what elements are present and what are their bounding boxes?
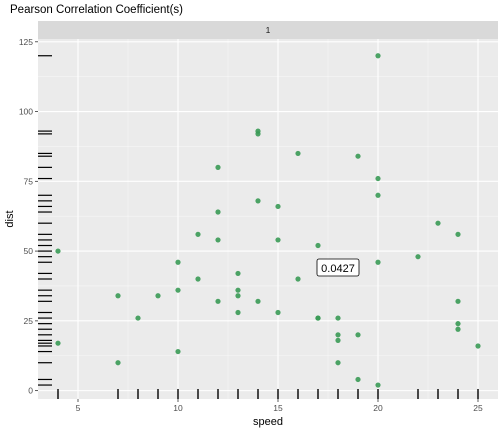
data-point [455,321,460,326]
data-point [55,248,60,253]
data-point [315,315,320,320]
data-point [295,276,300,281]
data-point [275,204,280,209]
data-point [115,293,120,298]
data-point [335,332,340,337]
y-tick-label: 125 [19,37,33,47]
x-tick-label: 15 [273,403,283,413]
data-point [175,260,180,265]
annotation-label: 0.0427 [321,263,355,275]
data-point [255,198,260,203]
data-point [375,260,380,265]
data-point [195,232,200,237]
data-point [355,154,360,159]
data-point [355,377,360,382]
y-axis-title: dist [4,210,16,227]
data-point [235,271,240,276]
x-tick-label: 20 [373,403,383,413]
data-point [175,288,180,293]
data-point [375,382,380,387]
data-point [235,293,240,298]
data-point [155,293,160,298]
data-point [335,338,340,343]
y-tick-label: 50 [24,246,34,256]
data-point [415,254,420,259]
plot-panel [38,39,498,399]
data-point [295,151,300,156]
data-point [455,327,460,332]
data-point [435,221,440,226]
data-point [175,349,180,354]
data-point [455,232,460,237]
data-point [475,343,480,348]
data-point [275,310,280,315]
data-point [375,53,380,58]
data-point [135,315,140,320]
data-point [335,315,340,320]
data-point [335,360,340,365]
data-point [275,237,280,242]
y-tick-label: 100 [19,107,33,117]
data-point [215,165,220,170]
data-point [375,193,380,198]
data-point [55,341,60,346]
x-tick-label: 10 [173,403,183,413]
data-point [235,288,240,293]
data-point [255,131,260,136]
correlation-annotation: 0.0427 [317,259,359,276]
data-point [255,299,260,304]
y-tick-label: 0 [28,386,33,396]
data-point [235,310,240,315]
data-point [215,209,220,214]
data-point [355,332,360,337]
data-point [195,276,200,281]
y-tick-label: 75 [24,176,34,186]
facet-strip-label: 1 [266,25,271,35]
data-point [315,243,320,248]
data-point [215,299,220,304]
y-tick-label: 25 [24,316,34,326]
x-tick-label: 5 [76,403,81,413]
x-tick-label: 25 [473,403,483,413]
x-axis-title: speed [253,416,283,428]
data-point [455,299,460,304]
data-point [375,176,380,181]
data-point [115,360,120,365]
data-point [215,237,220,242]
